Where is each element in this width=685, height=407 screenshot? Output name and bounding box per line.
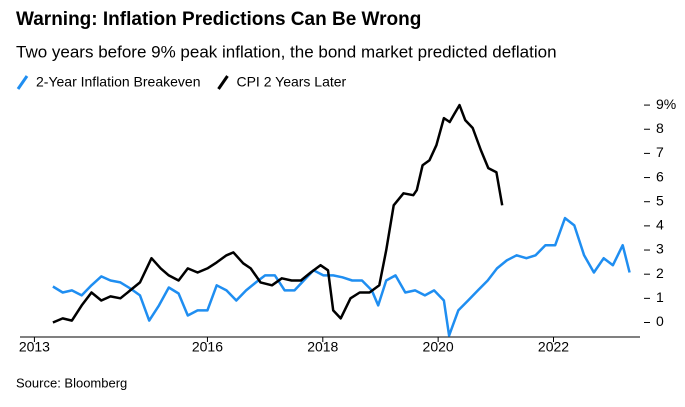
y-tick-label: 5 <box>656 192 664 208</box>
y-tick-label: 0 <box>656 313 664 329</box>
x-tick-label: 2013 <box>19 339 50 355</box>
legend-marker <box>217 75 229 90</box>
chart-subtitle: Two years before 9% peak inflation, the … <box>16 42 557 61</box>
y-tick-label: 2 <box>656 265 664 281</box>
legend-marker <box>16 75 29 90</box>
x-tick-label: 2022 <box>538 339 569 355</box>
y-tick-label: 7 <box>656 144 664 160</box>
legend-label: 2-Year Inflation Breakeven <box>36 74 200 90</box>
y-tick-label: 1 <box>656 289 664 305</box>
x-tick-label: 2016 <box>192 339 223 355</box>
legend-label: CPI 2 Years Later <box>236 74 346 90</box>
y-tick-label: 6 <box>656 168 664 184</box>
y-tick-label: 4 <box>656 217 664 233</box>
y-tick-label: 3 <box>656 241 664 257</box>
y-tick-label: 8 <box>656 120 664 136</box>
series-line <box>52 103 504 324</box>
y-tick-label: 9% <box>656 96 676 112</box>
chart-title: Warning: Inflation Predictions Can Be Wr… <box>16 9 421 30</box>
x-tick-label: 2018 <box>307 339 338 355</box>
x-tick-label: 2020 <box>423 339 454 355</box>
series-line <box>52 216 631 337</box>
source: Source: Bloomberg <box>16 375 127 390</box>
